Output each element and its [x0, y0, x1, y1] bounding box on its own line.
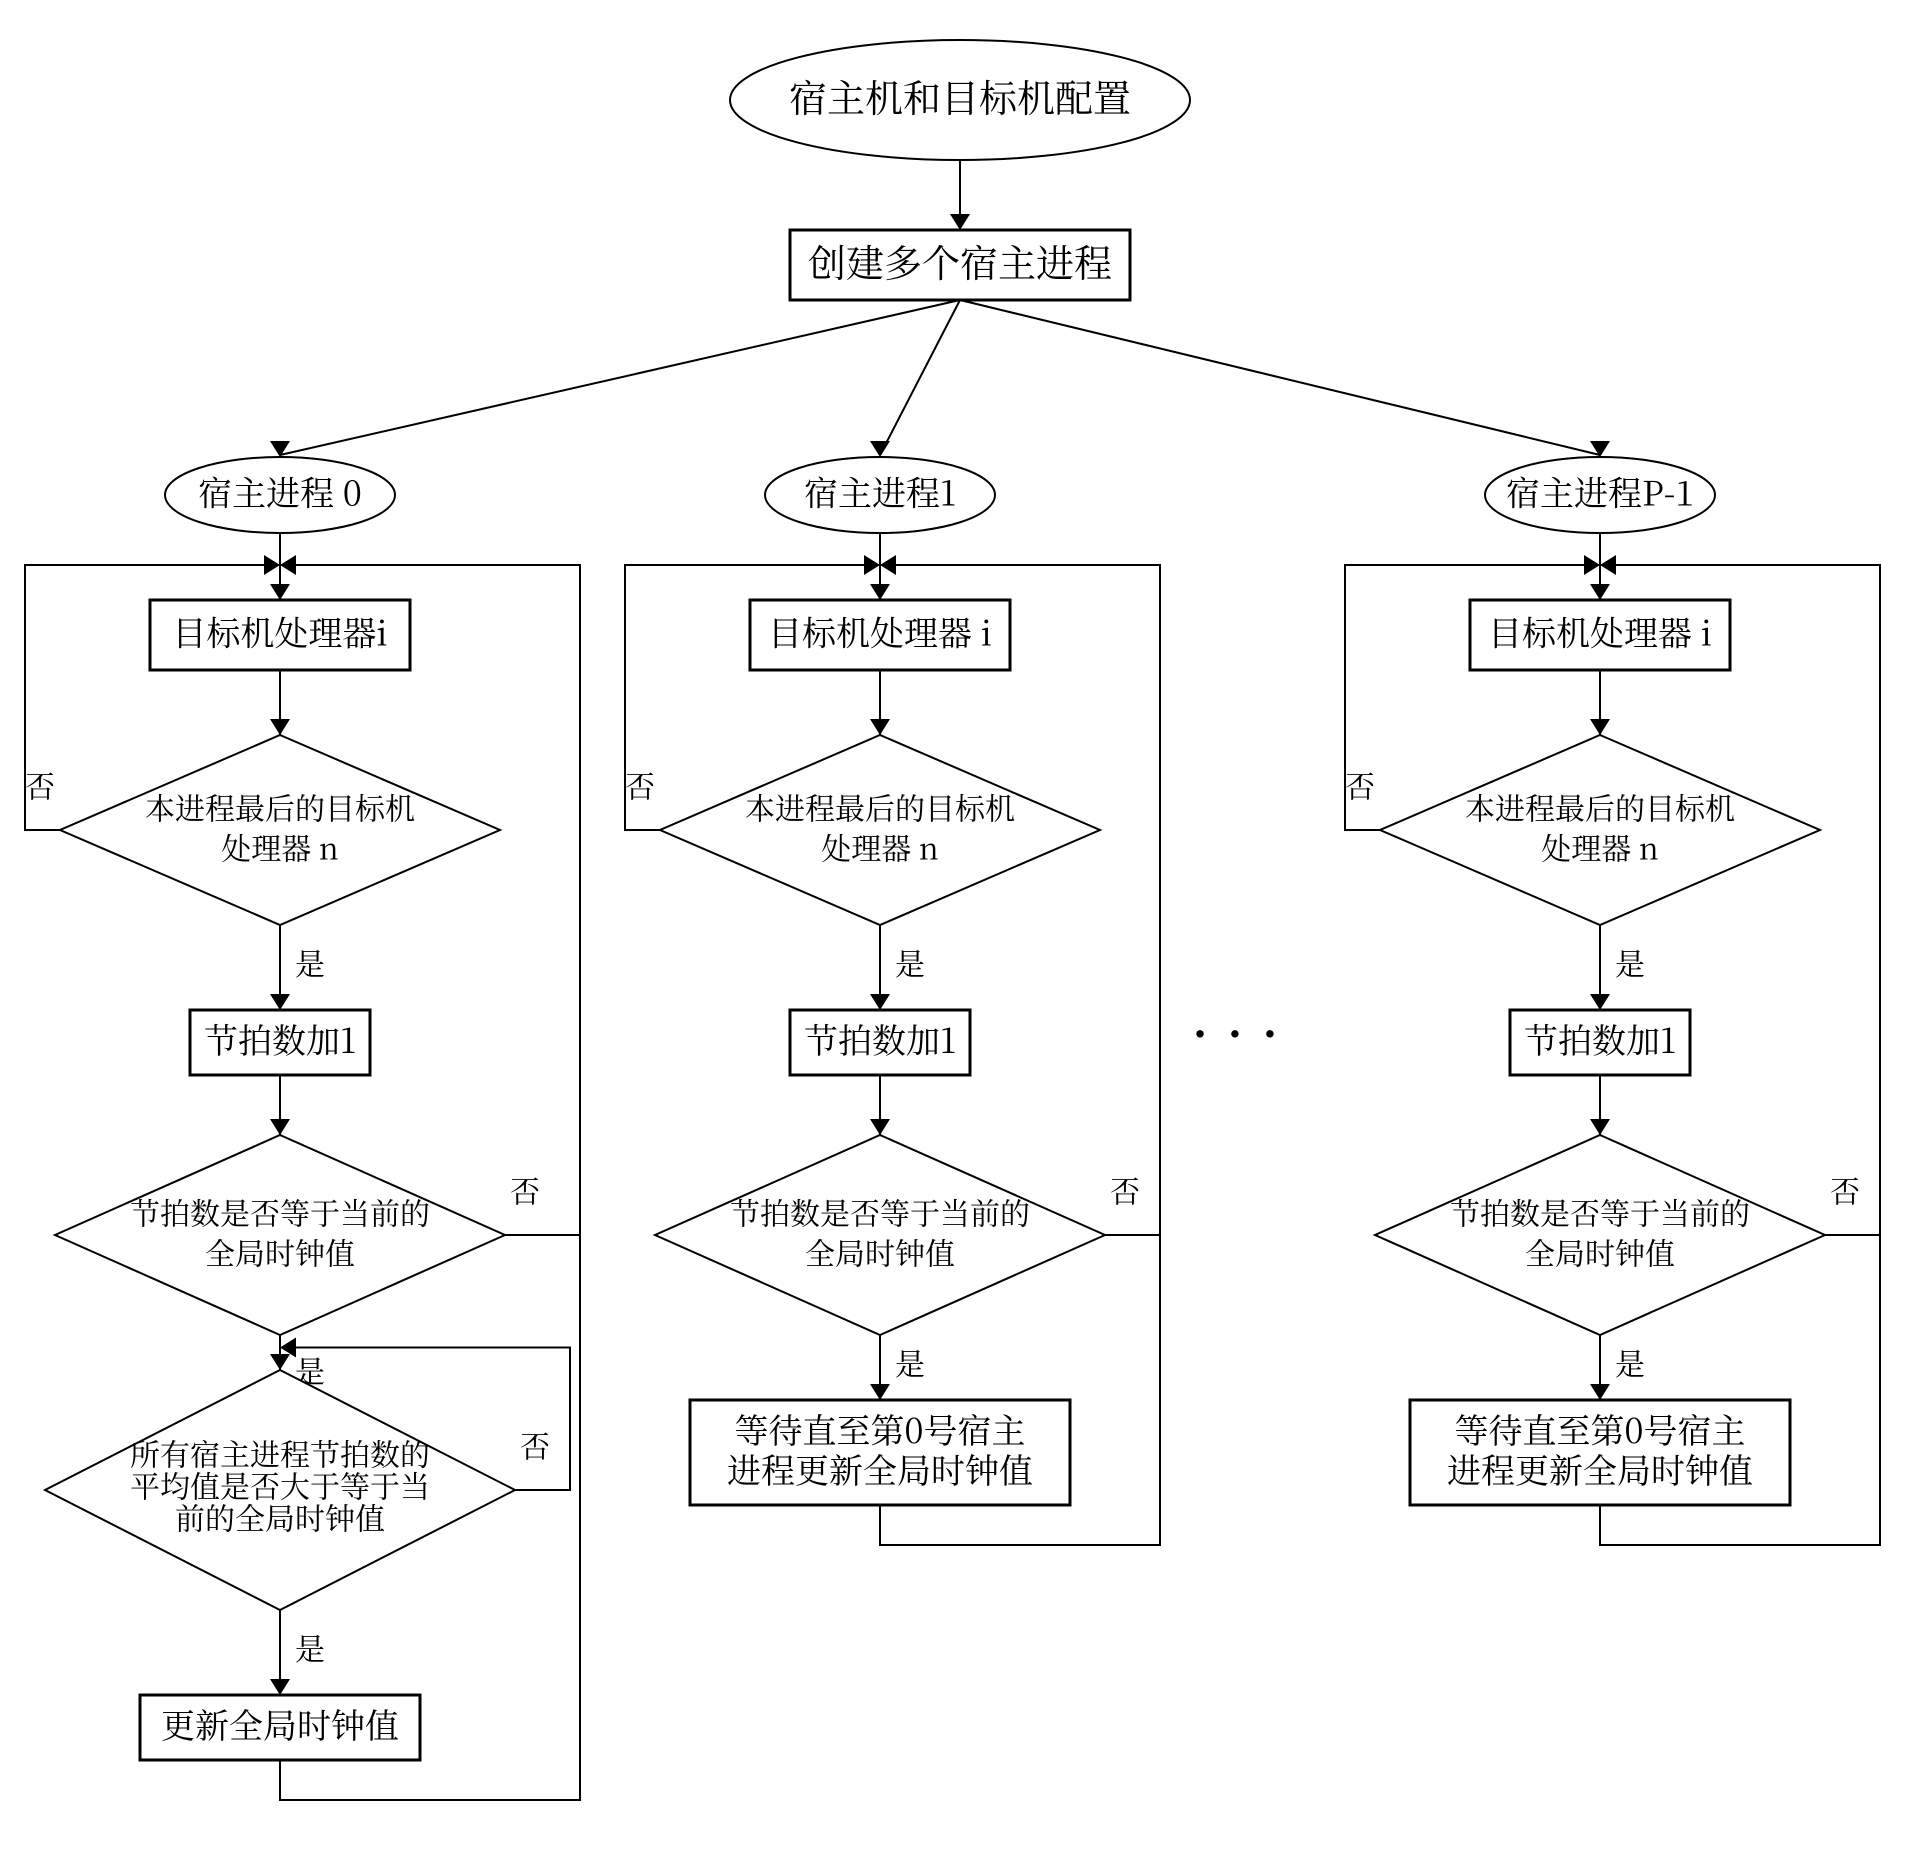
svg-text:目标机处理器 i: 目标机处理器 i	[1488, 607, 1712, 656]
svg-text:本进程最后的目标机: 本进程最后的目标机	[1465, 785, 1735, 829]
svg-text:是: 是	[295, 1625, 325, 1669]
svg-text:是: 是	[1615, 1340, 1645, 1384]
svg-text:创建多个宿主进程: 创建多个宿主进程	[808, 233, 1112, 288]
svg-text:本进程最后的目标机: 本进程最后的目标机	[745, 785, 1015, 829]
svg-text:否: 否	[1110, 1168, 1140, 1212]
svg-text:否: 否	[625, 763, 655, 807]
svg-text:节拍数是否等于当前的: 节拍数是否等于当前的	[730, 1190, 1030, 1234]
svg-text:本进程最后的目标机: 本进程最后的目标机	[145, 785, 415, 829]
svg-text:处理器 n: 处理器 n	[821, 825, 939, 869]
svg-text:目标机处理器i: 目标机处理器i	[172, 607, 387, 656]
svg-text:· · ·: · · ·	[1190, 987, 1280, 1073]
svg-text:节拍数加1: 节拍数加1	[1524, 1014, 1676, 1063]
svg-text:节拍数加1: 节拍数加1	[804, 1014, 956, 1063]
svg-text:是: 是	[895, 940, 925, 984]
svg-text:宿主机和目标机配置: 宿主机和目标机配置	[789, 68, 1131, 123]
svg-text:前的全局时钟值: 前的全局时钟值	[175, 1495, 385, 1539]
svg-text:是: 是	[295, 940, 325, 984]
svg-text:否: 否	[520, 1423, 550, 1467]
svg-text:宿主进程 0: 宿主进程 0	[198, 467, 362, 516]
flowchart-svg: 宿主机和目标机配置创建多个宿主进程宿主进程 0 宿主进程1 宿主进程P-1 · · ·…	[0, 0, 1912, 1876]
svg-text:宿主进程P-1: 宿主进程P-1	[1506, 467, 1694, 516]
svg-text:全局时钟值: 全局时钟值	[805, 1230, 955, 1274]
svg-text:更新全局时钟值: 更新全局时钟值	[161, 1699, 399, 1748]
svg-text:全局时钟值: 全局时钟值	[205, 1230, 355, 1274]
svg-text:进程更新全局时钟值: 进程更新全局时钟值	[727, 1444, 1033, 1493]
svg-text:否: 否	[25, 763, 55, 807]
svg-text:处理器 n: 处理器 n	[221, 825, 339, 869]
svg-text:否: 否	[510, 1168, 540, 1212]
svg-text:节拍数加1: 节拍数加1	[204, 1014, 356, 1063]
svg-text:否: 否	[1830, 1168, 1860, 1212]
svg-text:全局时钟值: 全局时钟值	[1525, 1230, 1675, 1274]
svg-text:处理器 n: 处理器 n	[1541, 825, 1659, 869]
svg-text:否: 否	[1345, 763, 1375, 807]
svg-text:进程更新全局时钟值: 进程更新全局时钟值	[1447, 1444, 1753, 1493]
svg-text:节拍数是否等于当前的: 节拍数是否等于当前的	[1450, 1190, 1750, 1234]
svg-text:是: 是	[895, 1340, 925, 1384]
svg-text:目标机处理器 i: 目标机处理器 i	[768, 607, 992, 656]
svg-text:宿主进程1: 宿主进程1	[804, 467, 956, 516]
svg-text:节拍数是否等于当前的: 节拍数是否等于当前的	[130, 1190, 430, 1234]
svg-text:是: 是	[1615, 940, 1645, 984]
